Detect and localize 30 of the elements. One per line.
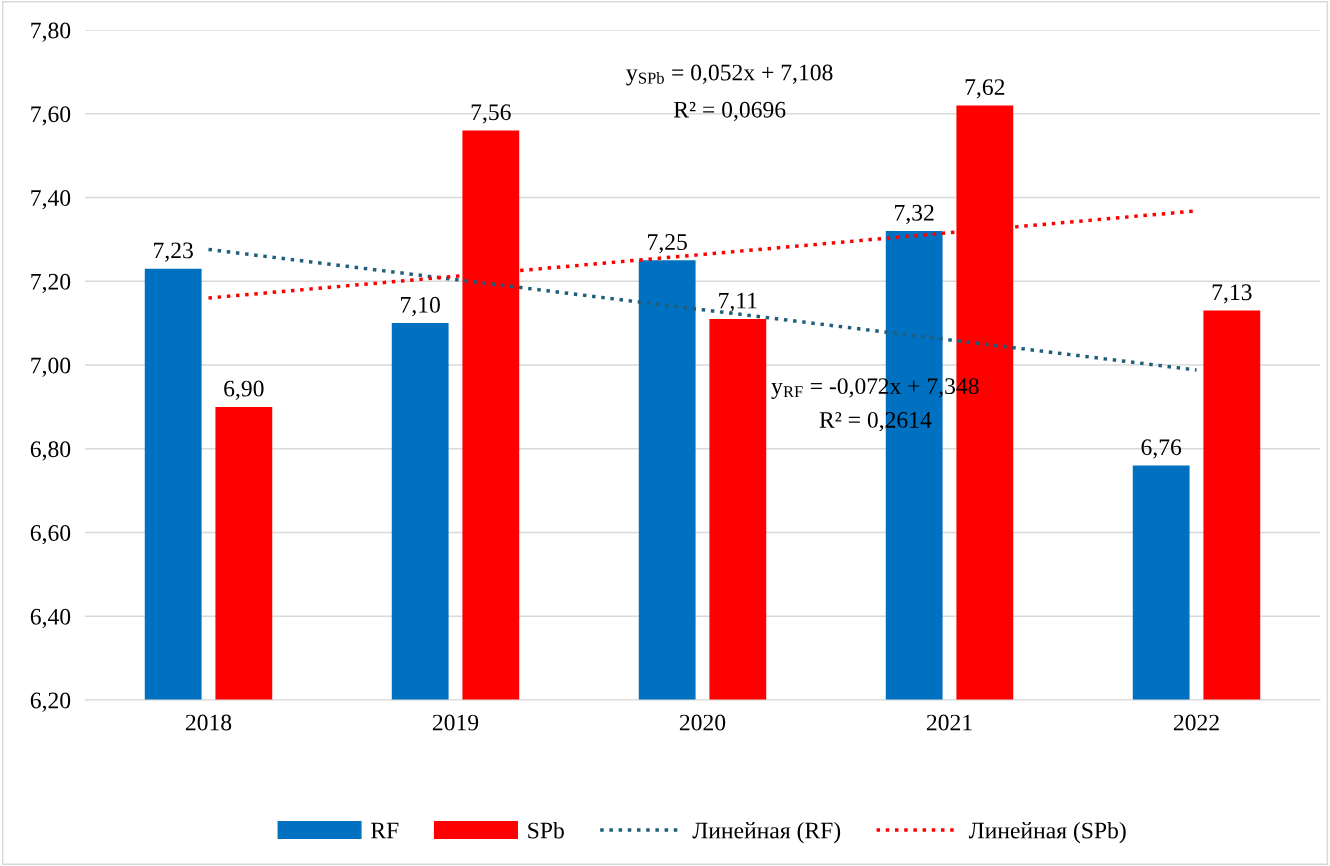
legend-label: SPb [528, 821, 564, 839]
y-tick-label: 6,80 [30, 441, 71, 461]
x-tick-label: 2021 [926, 714, 972, 731]
data-label: 6,90 [224, 380, 264, 400]
legend-label: RF [371, 822, 399, 839]
y-tick-label: 6,60 [30, 524, 71, 545]
data-label: 6,76 [1141, 439, 1182, 459]
y-tick-label: 7,00 [31, 357, 71, 377]
y-tick-label: 6,40 [30, 608, 71, 629]
legend-label: Линейная (RF) [692, 821, 841, 844]
data-label: 7,25 [648, 234, 687, 254]
y-tick-label: 7,40 [31, 189, 71, 210]
x-tick-label: 2019 [432, 714, 479, 731]
y-tick-label: 7,20 [31, 273, 71, 294]
x-tick-label: 2022 [1173, 714, 1219, 731]
data-label: 7,62 [965, 79, 1005, 99]
annotation: y$_{SPb}$ = 0,052x + 7,108 [626, 64, 833, 86]
x-tick-label: 2018 [185, 714, 232, 731]
data-label: 7,32 [895, 204, 934, 225]
y-tick-label: 7,80 [31, 22, 71, 42]
data-label: 7,23 [154, 242, 193, 262]
x-tick-label: 2020 [679, 714, 726, 731]
y-tick-label: 7,60 [31, 106, 71, 126]
y-tick-label: 6,20 [30, 692, 71, 712]
annotation: R² = 0,0696 [673, 101, 786, 122]
data-label: 7,10 [401, 296, 440, 317]
data-label: 7,56 [471, 104, 511, 124]
data-label: 7,13 [1212, 284, 1252, 304]
data-label: 7,11 [719, 292, 757, 312]
legend-label: Линейная (SPb) [968, 821, 1126, 844]
